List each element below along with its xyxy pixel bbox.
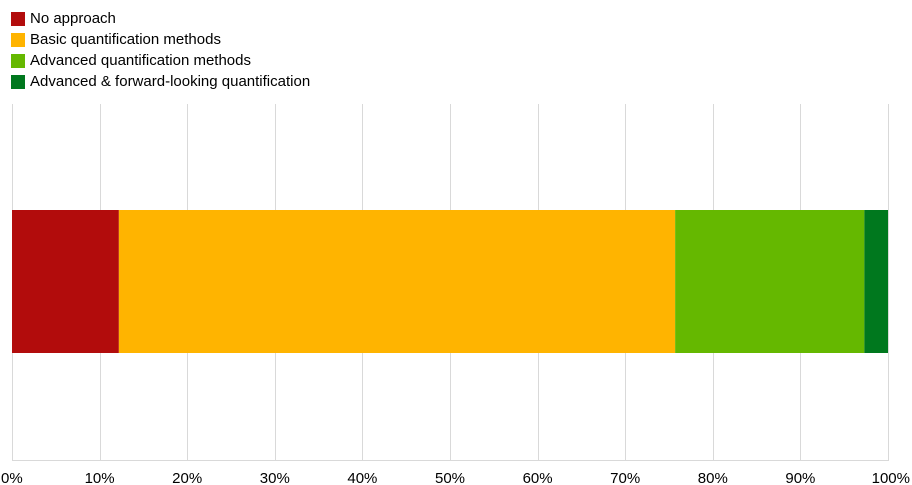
x-tick-label: 80%: [698, 470, 728, 485]
legend-item-advanced-quantification: Advanced quantification methods: [11, 50, 310, 71]
bar-segment-2: [118, 210, 676, 353]
bar-segments: [12, 210, 888, 353]
x-tick-label: 60%: [523, 470, 553, 485]
legend-label: Basic quantification methods: [30, 31, 221, 48]
x-tick-label: 40%: [347, 470, 377, 485]
legend-label: Advanced & forward-looking quantificatio…: [30, 73, 311, 90]
x-axis: 0% 10% 20% 30% 40% 50% 60% 70% 80% 90% 100%: [1, 460, 910, 485]
x-tick-label: 20%: [172, 470, 202, 485]
bar-segment-1: [12, 210, 119, 353]
legend-item-basic-quantification: Basic quantification methods: [11, 29, 310, 50]
legend: No approach Basic quantification methods…: [11, 8, 310, 92]
x-tick-label: 0%: [1, 470, 23, 485]
x-tick-label: 90%: [785, 470, 815, 485]
x-tick-label: 10%: [85, 470, 115, 485]
x-tick-label: 70%: [610, 470, 640, 485]
legend-swatch: [11, 74, 25, 89]
legend-item-forward-looking-quantification: Advanced & forward-looking quantificatio…: [11, 71, 310, 92]
legend-item-no-approach: No approach: [11, 8, 310, 29]
x-tick-label: 30%: [260, 470, 290, 485]
legend-swatch: [11, 32, 25, 47]
legend-swatch: [11, 53, 25, 68]
legend-label: No approach: [30, 10, 116, 27]
bar-segment-4: [864, 210, 888, 353]
legend-label: Advanced quantification methods: [30, 52, 251, 69]
x-tick-label: 50%: [435, 470, 465, 485]
legend-swatch: [11, 11, 25, 26]
x-tick-label: 100%: [872, 470, 910, 485]
bar-segment-3: [675, 210, 865, 353]
